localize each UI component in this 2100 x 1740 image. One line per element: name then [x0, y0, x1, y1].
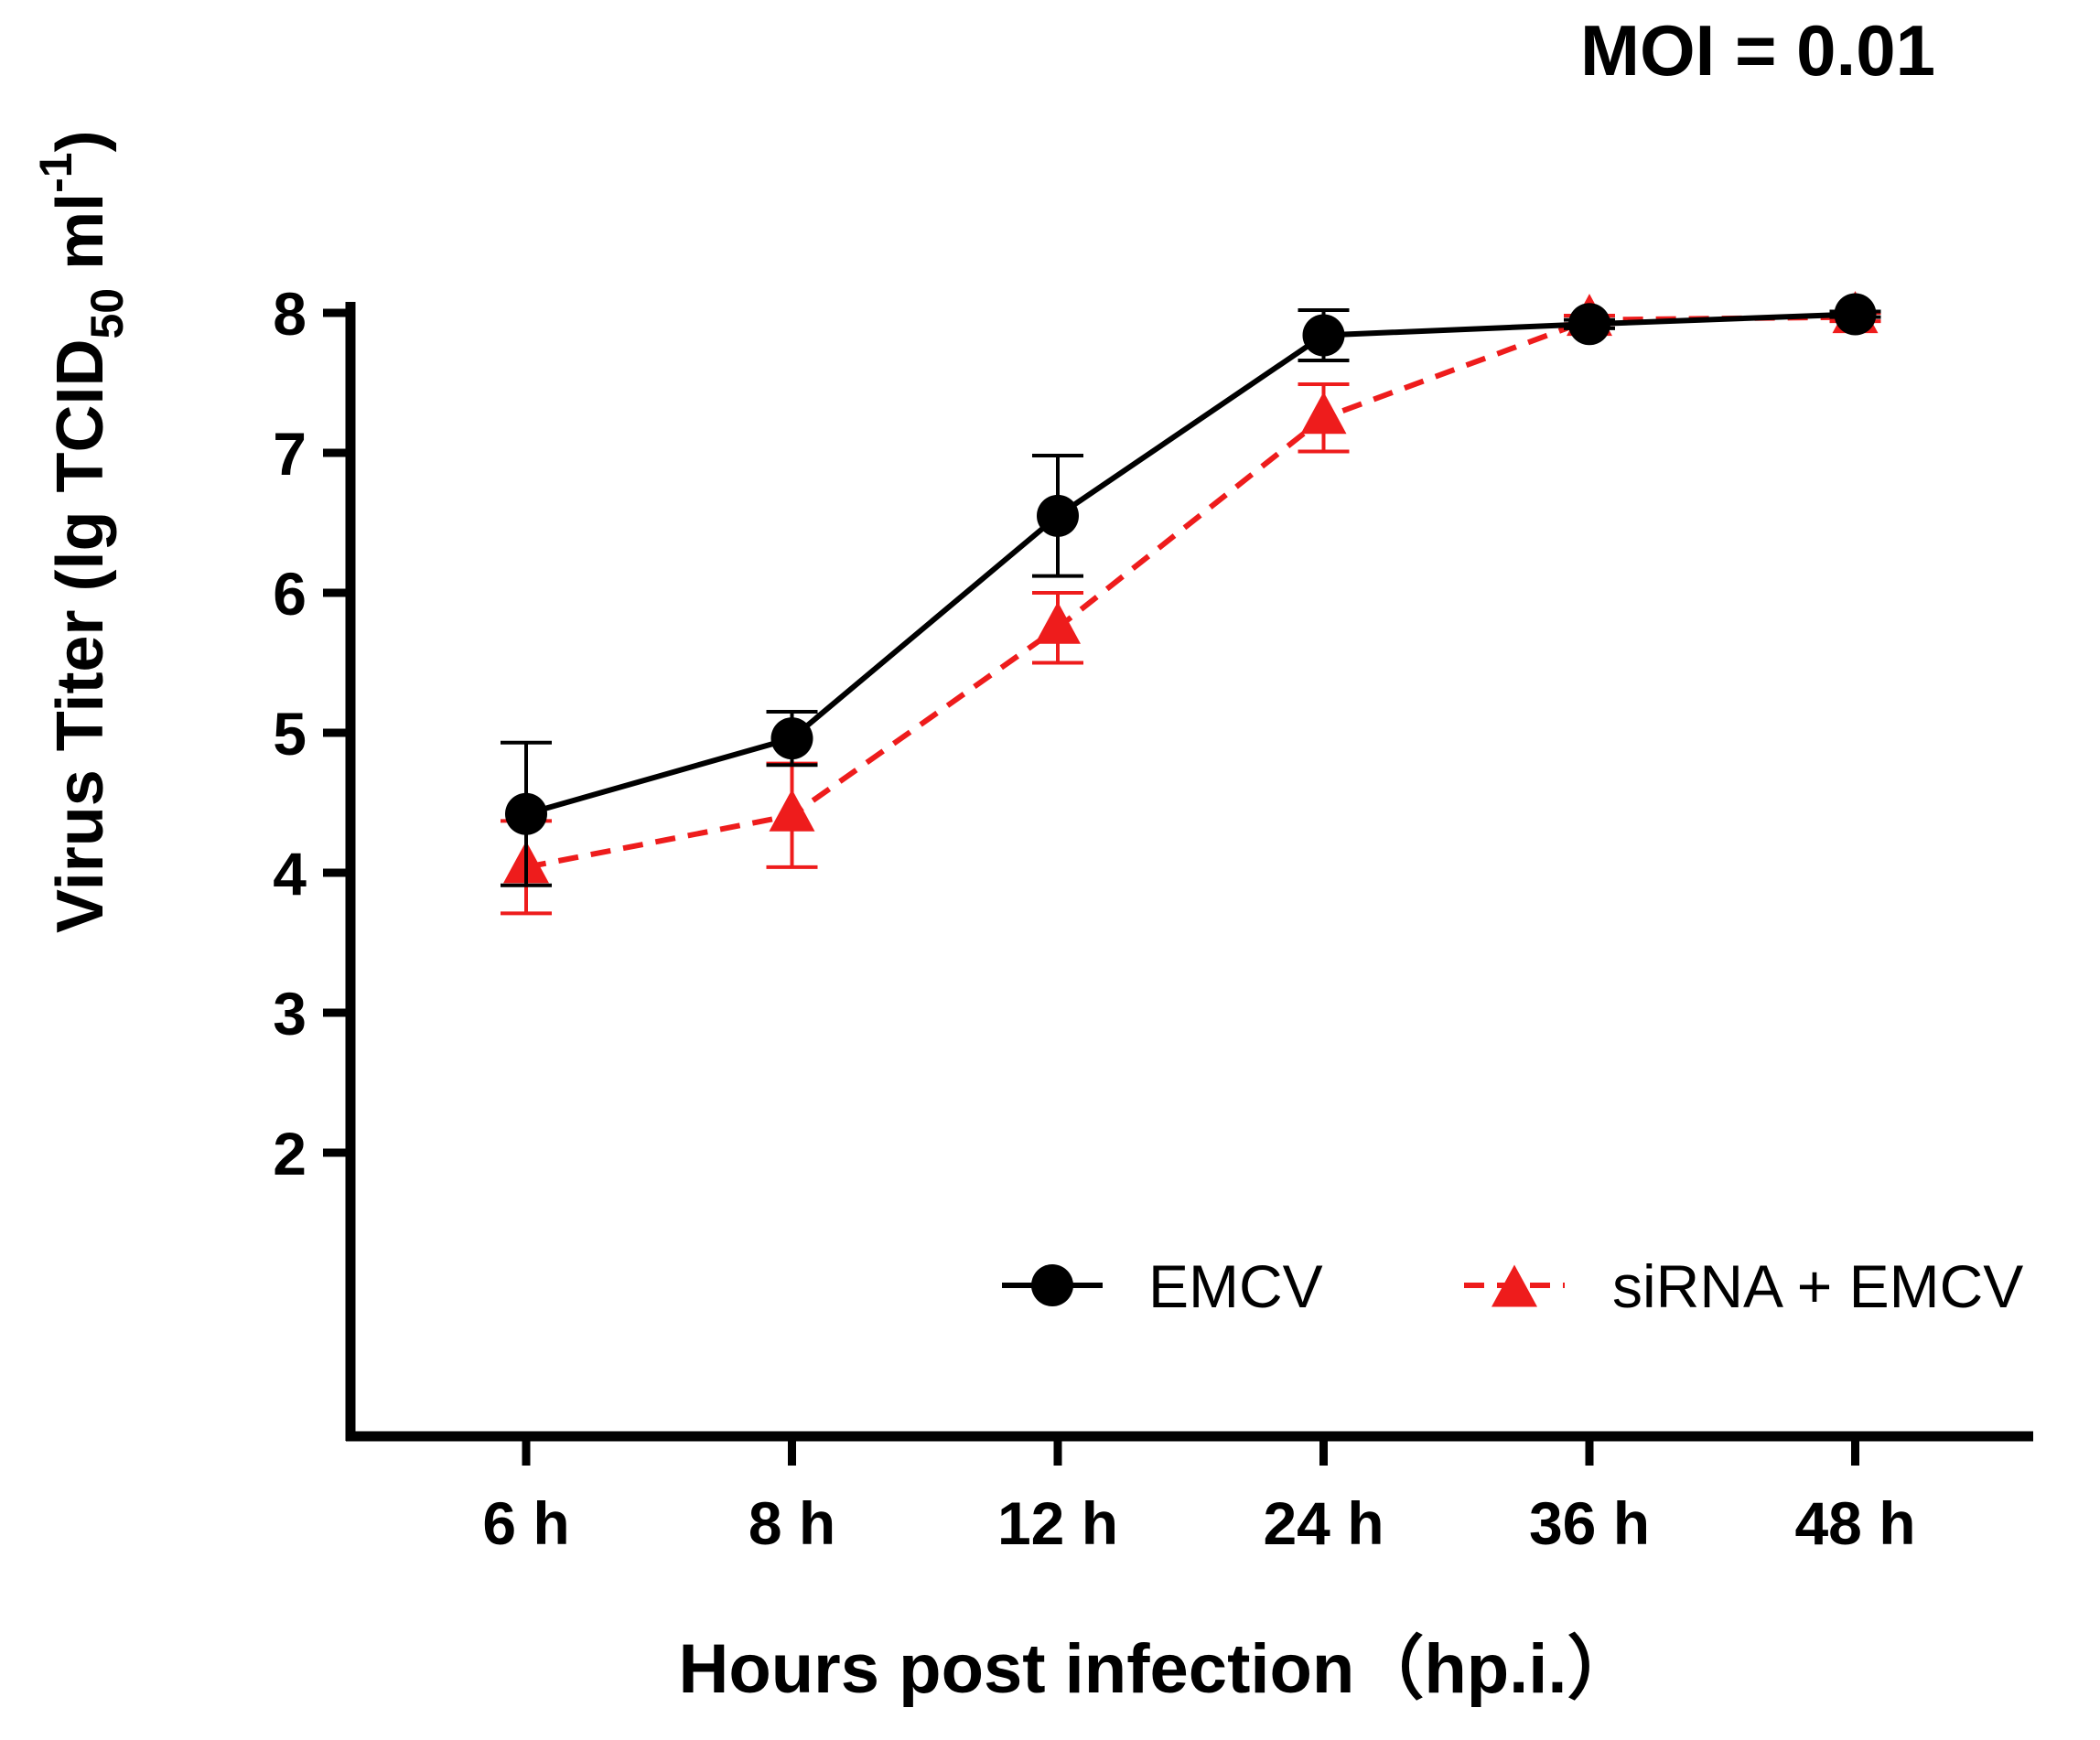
x-axis-label: Hours post infection（hp.i.）	[678, 1630, 1636, 1708]
x-tick-label: 24 h	[1263, 1489, 1384, 1557]
data-point	[769, 789, 815, 832]
y-tick-label: 8	[273, 280, 307, 348]
data-point	[1037, 494, 1079, 537]
x-ticks: 6 h 8 h 12 h 24 h 36 h 48 h	[482, 1436, 1916, 1557]
legend-label: EMCV	[1148, 1252, 1323, 1320]
y-tick-label: 4	[273, 840, 307, 908]
legend-label: siRNA + EMCV	[1612, 1252, 2023, 1320]
y-tick-label: 6	[273, 560, 307, 628]
x-tick-label: 6 h	[482, 1489, 569, 1557]
chart-title: MOI = 0.01	[1580, 10, 1935, 91]
data-point	[1834, 293, 1877, 336]
data-point	[1568, 303, 1610, 346]
data-point	[1302, 314, 1345, 357]
y-tick-label: 2	[273, 1120, 307, 1187]
series-sirna-emcv	[501, 291, 1881, 916]
x-tick-label: 8 h	[748, 1489, 835, 1557]
data-point	[505, 792, 547, 835]
x-tick-label: 36 h	[1529, 1489, 1650, 1557]
y-tick-label: 3	[273, 980, 307, 1047]
data-point	[1300, 392, 1347, 435]
legend-marker	[1031, 1264, 1073, 1306]
legend: EMCV siRNA + EMCV	[1002, 1252, 2023, 1320]
series-line	[525, 314, 1856, 870]
series-layer	[501, 291, 1881, 916]
legend-marker	[1492, 1264, 1537, 1307]
data-point	[770, 717, 813, 760]
x-tick-label: 48 h	[1794, 1489, 1915, 1557]
y-ticks: 2 3 4 5 6 7 8	[273, 280, 350, 1187]
series-line	[525, 311, 1856, 817]
y-axis-label: Virus Titer (lg TCID50 ml-1)	[30, 130, 133, 933]
series-emcv	[501, 293, 1881, 887]
y-tick-label: 5	[273, 700, 307, 768]
x-tick-label: 12 h	[997, 1489, 1118, 1557]
data-point	[1035, 601, 1081, 644]
y-tick-label: 7	[273, 420, 307, 488]
